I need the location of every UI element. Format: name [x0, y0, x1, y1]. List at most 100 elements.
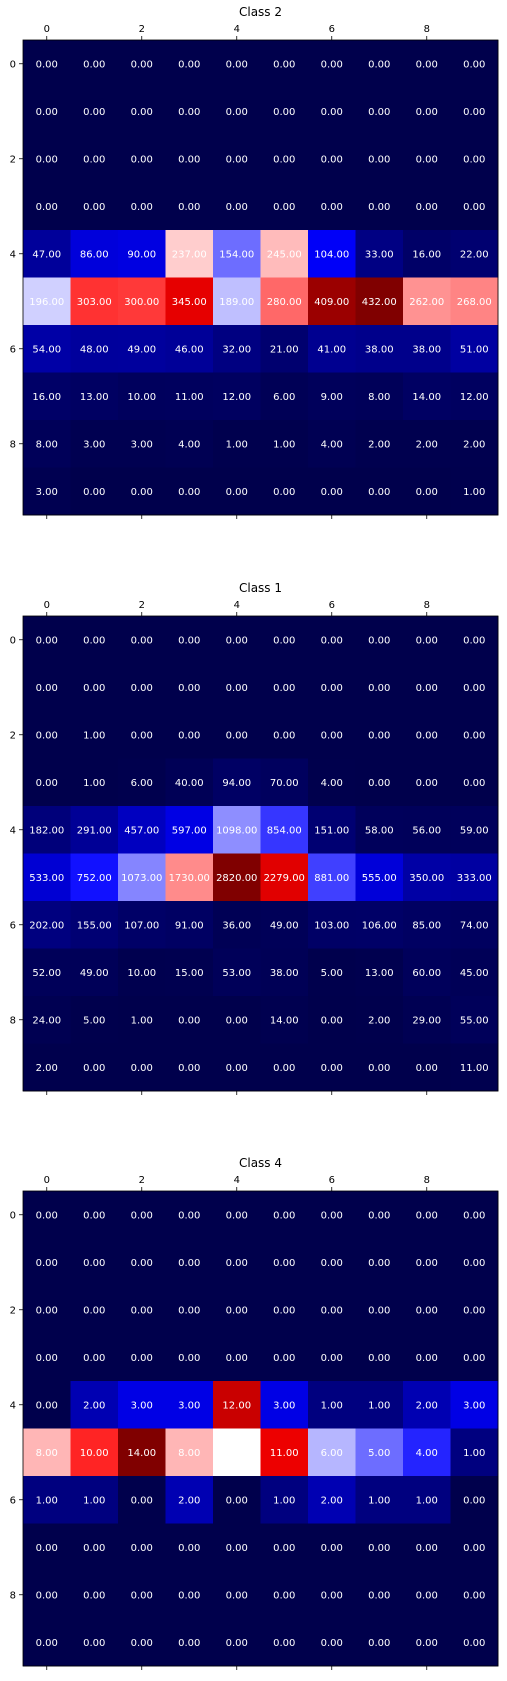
cell-value-label: 0.00: [368, 1590, 390, 1601]
heatmap-cell: [450, 87, 499, 136]
heatmap-cell: [260, 853, 309, 902]
chart-title: Class 2: [239, 5, 282, 19]
heatmap-cell: [23, 1238, 71, 1287]
heatmap-cell: [450, 1428, 499, 1477]
cell-value-label: 90.00: [127, 249, 156, 260]
heatmap-cell: [308, 1618, 356, 1667]
heatmap-cell: [403, 467, 451, 516]
cell-value-label: 3.00: [273, 1400, 295, 1411]
heatmap-cell: [403, 711, 451, 759]
plot-frame: [22, 1190, 499, 1667]
cell-value-label: 0.00: [416, 1063, 438, 1074]
heatmap-cell: [308, 996, 356, 1044]
cell-value-label: 0.00: [178, 59, 200, 70]
heatmap-cell: [165, 1476, 214, 1524]
heatmap-cell: [213, 1476, 261, 1524]
cell-value-label: 0.00: [83, 1305, 105, 1316]
heatmap-cell: [165, 1238, 214, 1287]
cell-value-label: 104.00: [314, 249, 349, 260]
heatmap-cell: [355, 853, 404, 902]
cell-value-label: 0.00: [368, 59, 390, 70]
cell-value-label: 0.00: [368, 683, 390, 694]
cell-value-label: 0.00: [368, 1258, 390, 1269]
heatmap-cell: [260, 806, 309, 854]
cell-value-label: 0.00: [416, 1543, 438, 1554]
y-tick-label: 8: [10, 1590, 16, 1601]
heatmap-cell: [355, 711, 404, 759]
cell-value-label: 0.00: [321, 59, 343, 70]
cell-value-label: 85.00: [412, 920, 441, 931]
cell-value-label: 106.00: [362, 920, 397, 931]
heatmap-cell: [308, 372, 356, 421]
cell-value-label: 300.00: [124, 297, 159, 308]
y-tick-label: 4: [10, 249, 16, 260]
heatmap-cell: [118, 1476, 166, 1524]
x-tick-label: 0: [44, 600, 50, 611]
heatmap-cell: [260, 182, 309, 231]
y-tick-label: 6: [10, 1495, 16, 1506]
heatmap-cell: [308, 135, 356, 183]
cell-value-label: 0.00: [321, 1063, 343, 1074]
heatmap-cell: [70, 1618, 119, 1667]
cell-value-label: 0.00: [463, 1353, 485, 1364]
cell-value-label: 11.00: [460, 1063, 489, 1074]
cell-value-label: 0.00: [416, 1353, 438, 1364]
heatmap-cell: [70, 135, 119, 183]
heatmap-cell: [118, 1238, 166, 1287]
heatmap-cell: [213, 1428, 261, 1477]
heatmap-cell: [403, 135, 451, 183]
heatmap-cell: [403, 230, 451, 278]
heatmap-cell: [403, 277, 451, 326]
cell-value-label: 262.00: [409, 297, 444, 308]
heatmap-cell: [118, 87, 166, 136]
heatmap-cell: [23, 277, 71, 326]
heatmap-cell: [118, 1618, 166, 1667]
cell-value-label: 0.00: [368, 778, 390, 789]
cell-value-label: 14.00: [127, 1448, 156, 1459]
heatmap-cell: [213, 1381, 261, 1429]
cell-value-label: 0.00: [131, 1305, 153, 1316]
heatmap-cell: [165, 372, 214, 421]
cell-value-label: 0.00: [83, 635, 105, 646]
y-tick-label: 4: [10, 825, 16, 836]
heatmap-cell: [403, 87, 451, 136]
y-tick-label: 6: [10, 920, 16, 931]
heatmap-cell: [450, 277, 499, 326]
heatmap-cell: [70, 87, 119, 136]
heatmap-cell: [165, 806, 214, 854]
heatmap-cell: [213, 1043, 261, 1092]
cell-value-label: 48.00: [80, 344, 109, 355]
heatmap-cell: [213, 758, 261, 807]
heatmap-cell: [165, 1381, 214, 1429]
cell-value-label: 0.00: [131, 202, 153, 213]
heatmap-cell: [308, 40, 356, 88]
cell-value-label: 0.00: [226, 202, 248, 213]
heatmap-cell: [213, 420, 261, 468]
heatmap-cell: [23, 230, 71, 278]
cell-value-label: 41.00: [317, 344, 346, 355]
cell-value-label: 533.00: [29, 873, 64, 884]
cell-value-label: 0.00: [131, 1638, 153, 1649]
cell-value-label: 0.00: [131, 683, 153, 694]
cell-value-label: 1.00: [226, 439, 248, 450]
heatmap-cell: [213, 1523, 261, 1572]
heatmap-cell: [213, 135, 261, 183]
heatmap-cell: [450, 1571, 499, 1619]
cell-value-label: 14.00: [270, 1015, 299, 1026]
cell-value-label: 1.00: [83, 1495, 105, 1506]
heatmap-cell: [70, 467, 119, 516]
cell-value-label: 1.00: [463, 1448, 485, 1459]
heatmap-cell: [308, 1571, 356, 1619]
heatmap-cell: [118, 1043, 166, 1092]
x-tick-label: 6: [329, 600, 335, 611]
cell-value-label: 0.00: [178, 683, 200, 694]
cell-value-label: 0.00: [178, 1353, 200, 1364]
cell-value-label: 74.00: [460, 920, 489, 931]
cell-value-label: 0.00: [178, 202, 200, 213]
heatmap-cell: [70, 230, 119, 278]
cell-value-label: 0.00: [178, 107, 200, 118]
heatmap-cell: [213, 711, 261, 759]
heatmap-cell: [165, 1428, 214, 1477]
heatmap-cell: [403, 996, 451, 1044]
heatmap-cell: [213, 325, 261, 373]
